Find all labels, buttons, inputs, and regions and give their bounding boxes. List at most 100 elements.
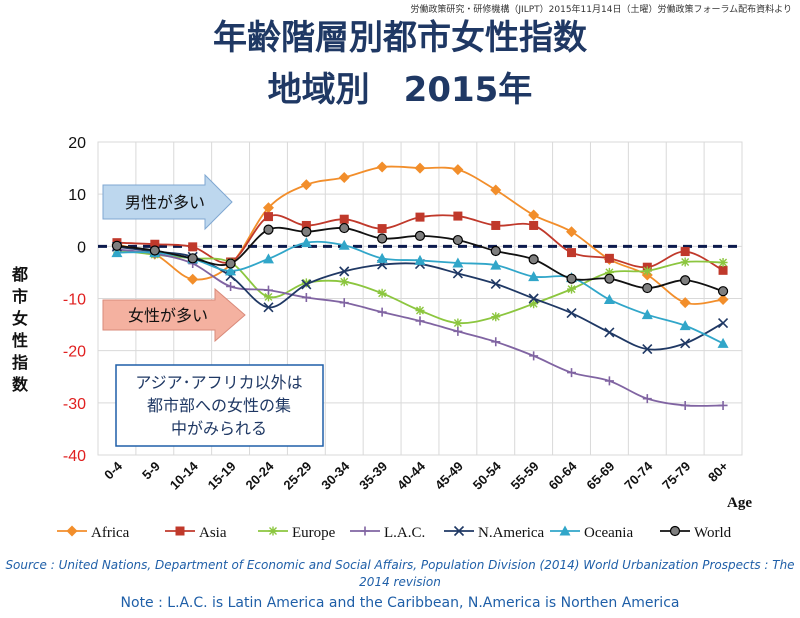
data-point-asia <box>263 212 273 222</box>
legend-label-europe: Europe <box>292 525 336 541</box>
legend-label-africa: Africa <box>91 525 130 541</box>
legend-label-n-america: N.America <box>478 525 545 541</box>
x-tick-label: 40-44 <box>394 458 429 493</box>
x-tick-label: 55-59 <box>508 459 542 493</box>
data-point-asia <box>150 239 160 249</box>
data-point-world <box>111 240 123 251</box>
data-point-europe <box>680 257 690 267</box>
data-point-oceania <box>414 254 426 265</box>
x-tick-label: 20-24 <box>242 458 277 493</box>
data-point-africa <box>338 171 350 183</box>
data-point-n-america <box>301 279 312 290</box>
legend-marker-n-america <box>453 525 465 537</box>
line-chart: 20 10 0 -10 -20 -30 -40 0-4 5-9 10-14 15-19 20-24 25… <box>11 135 752 541</box>
data-point-n-america <box>717 317 729 329</box>
x-tick-label: 0-4 <box>101 458 125 482</box>
data-point-africa <box>414 162 426 174</box>
data-point-asia <box>188 242 198 252</box>
x-tick-label: 65-69 <box>583 459 617 493</box>
data-point-world <box>377 233 388 244</box>
data-point-n-america <box>680 338 691 349</box>
data-point-oceania <box>528 271 540 282</box>
data-point-europe <box>491 312 501 322</box>
data-point-africa <box>717 294 729 306</box>
data-point-world <box>149 245 160 256</box>
y-tick-label: 20 <box>68 135 86 152</box>
data-point-oceania <box>225 265 237 276</box>
y-axis-label-char: 市 <box>12 287 28 306</box>
legend-marker-europe <box>268 526 278 536</box>
x-tick-label: 60-64 <box>546 458 581 493</box>
female-more-arrow <box>102 287 246 343</box>
data-point-oceania <box>338 239 350 250</box>
data-point-africa <box>300 179 312 191</box>
legend-marker-africa <box>66 525 78 537</box>
data-point-l-a-c <box>453 326 463 336</box>
data-point-n-america <box>642 344 653 355</box>
data-point-africa <box>566 226 578 238</box>
data-point-n-america <box>566 308 577 319</box>
data-point-oceania <box>603 294 615 305</box>
x-tick-label: 70-74 <box>621 458 656 493</box>
legend-label-asia: Asia <box>199 525 227 541</box>
data-point-n-america <box>528 293 539 304</box>
credit-line: 労働政策研究・研修機構（JILPT）2015年11月14日（土曜）労働政策フォー… <box>410 5 792 15</box>
data-point-africa <box>679 297 691 309</box>
data-point-n-america <box>490 278 501 289</box>
data-point-oceania <box>376 252 388 263</box>
legend-label-oceania: Oceania <box>584 525 633 541</box>
data-point-world <box>301 226 312 237</box>
legend-label-l-a-c: L.A.C. <box>384 525 425 541</box>
y-axis-label-char: 都 <box>11 265 28 284</box>
data-point-l-a-c <box>301 292 311 302</box>
data-point-europe <box>567 284 577 294</box>
data-point-oceania <box>262 253 274 264</box>
data-point-n-america <box>263 302 274 313</box>
data-point-world <box>642 282 653 294</box>
y-tick-label: 10 <box>68 187 86 204</box>
female-more-label: 女性が多い <box>128 306 208 325</box>
data-point-world <box>452 234 463 246</box>
data-point-world <box>187 253 198 264</box>
data-point-oceania <box>641 309 653 320</box>
y-tick-label: -40 <box>63 448 86 465</box>
data-point-l-a-c <box>491 337 501 347</box>
legend-marker-asia <box>175 526 185 536</box>
data-point-l-a-c <box>604 376 614 386</box>
legend-marker-oceania <box>559 525 571 536</box>
male-more-label: 男性が多い <box>125 193 205 212</box>
data-point-asia <box>377 224 387 234</box>
x-tick-label: 5-9 <box>139 459 163 483</box>
y-axis-label-char: 指 <box>12 353 28 372</box>
data-point-africa <box>187 273 199 285</box>
data-point-world <box>680 275 691 286</box>
data-point-l-a-c <box>642 394 652 404</box>
annotation-box-line: アジア･アフリカ以外は <box>135 373 302 392</box>
data-point-world <box>566 273 577 284</box>
data-point-l-a-c <box>718 400 728 410</box>
y-tick-label: -30 <box>63 396 86 413</box>
x-axis-label: Age <box>727 495 752 511</box>
data-point-asia <box>301 220 311 230</box>
data-point-europe <box>339 277 349 287</box>
data-point-n-america <box>604 327 615 338</box>
data-point-asia <box>491 220 501 230</box>
x-tick-label: 15-19 <box>205 459 239 493</box>
legend-marker-l-a-c <box>360 526 370 536</box>
data-point-oceania <box>490 259 502 270</box>
data-point-europe <box>453 318 463 328</box>
data-point-world <box>528 254 539 265</box>
data-point-europe <box>642 266 652 276</box>
male-more-arrow <box>102 173 233 231</box>
data-point-africa <box>528 209 540 221</box>
x-tick-label: 25-29 <box>280 459 314 493</box>
data-point-oceania <box>717 337 729 348</box>
data-point-europe <box>377 288 387 298</box>
data-point-europe <box>529 299 539 309</box>
x-tick-label: 35-39 <box>356 459 390 493</box>
data-point-africa <box>376 161 388 173</box>
data-point-europe <box>301 278 311 288</box>
data-point-world <box>263 224 274 235</box>
data-point-l-a-c <box>567 368 577 378</box>
annotation-box <box>115 364 324 447</box>
